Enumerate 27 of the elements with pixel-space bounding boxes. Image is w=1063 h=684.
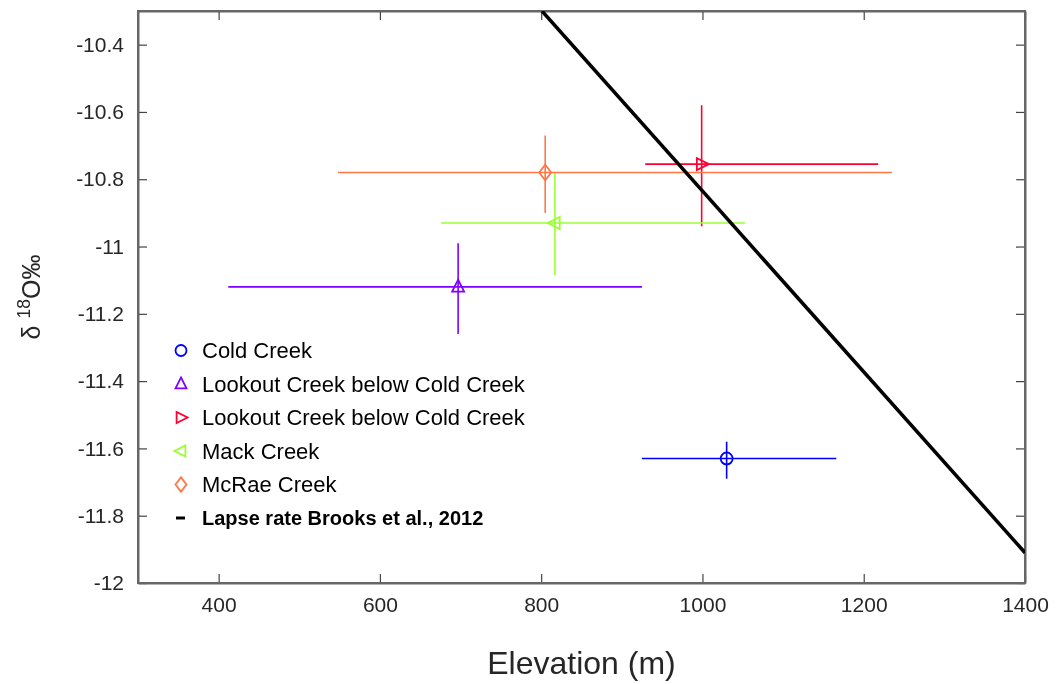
legend-label: Lookout Creek below Cold Creek [202, 371, 526, 397]
point [719, 451, 734, 466]
y-tick-label: -11.6 [77, 436, 124, 460]
point [546, 216, 561, 230]
legend-label: Lookout Creek below Cold Creek [202, 405, 526, 431]
legend-label: Mack Creek [202, 438, 321, 464]
x-axis-title: Elevation (m) [487, 645, 676, 681]
y-tick-label: -10.8 [76, 167, 124, 191]
y-tick-label: -11.4 [77, 369, 125, 393]
legend-label: Lapse rate Brooks et al., 2012 [202, 507, 484, 529]
y-tick-label: -11 [95, 234, 124, 258]
point [451, 278, 466, 293]
legend-label: McRae Creek [202, 472, 338, 498]
x-tick-label: 1000 [679, 592, 727, 616]
y-tick-label: -10.4 [76, 32, 125, 56]
legend-label: Cold Creek [202, 338, 314, 364]
y-tick-label: -11.2 [77, 302, 124, 326]
x-tick-label: 1400 [1002, 592, 1049, 616]
point [538, 163, 553, 182]
y-tick-label: -12 [93, 571, 124, 595]
x-tick-label: 800 [524, 592, 560, 616]
x-tick-label: 600 [362, 592, 398, 616]
y-tick-label: -11.8 [77, 503, 124, 527]
x-tick-label: 1200 [840, 592, 888, 616]
y-tick-label: -10.6 [76, 100, 124, 124]
point [695, 157, 710, 171]
x-tick-label: 400 [201, 592, 237, 616]
